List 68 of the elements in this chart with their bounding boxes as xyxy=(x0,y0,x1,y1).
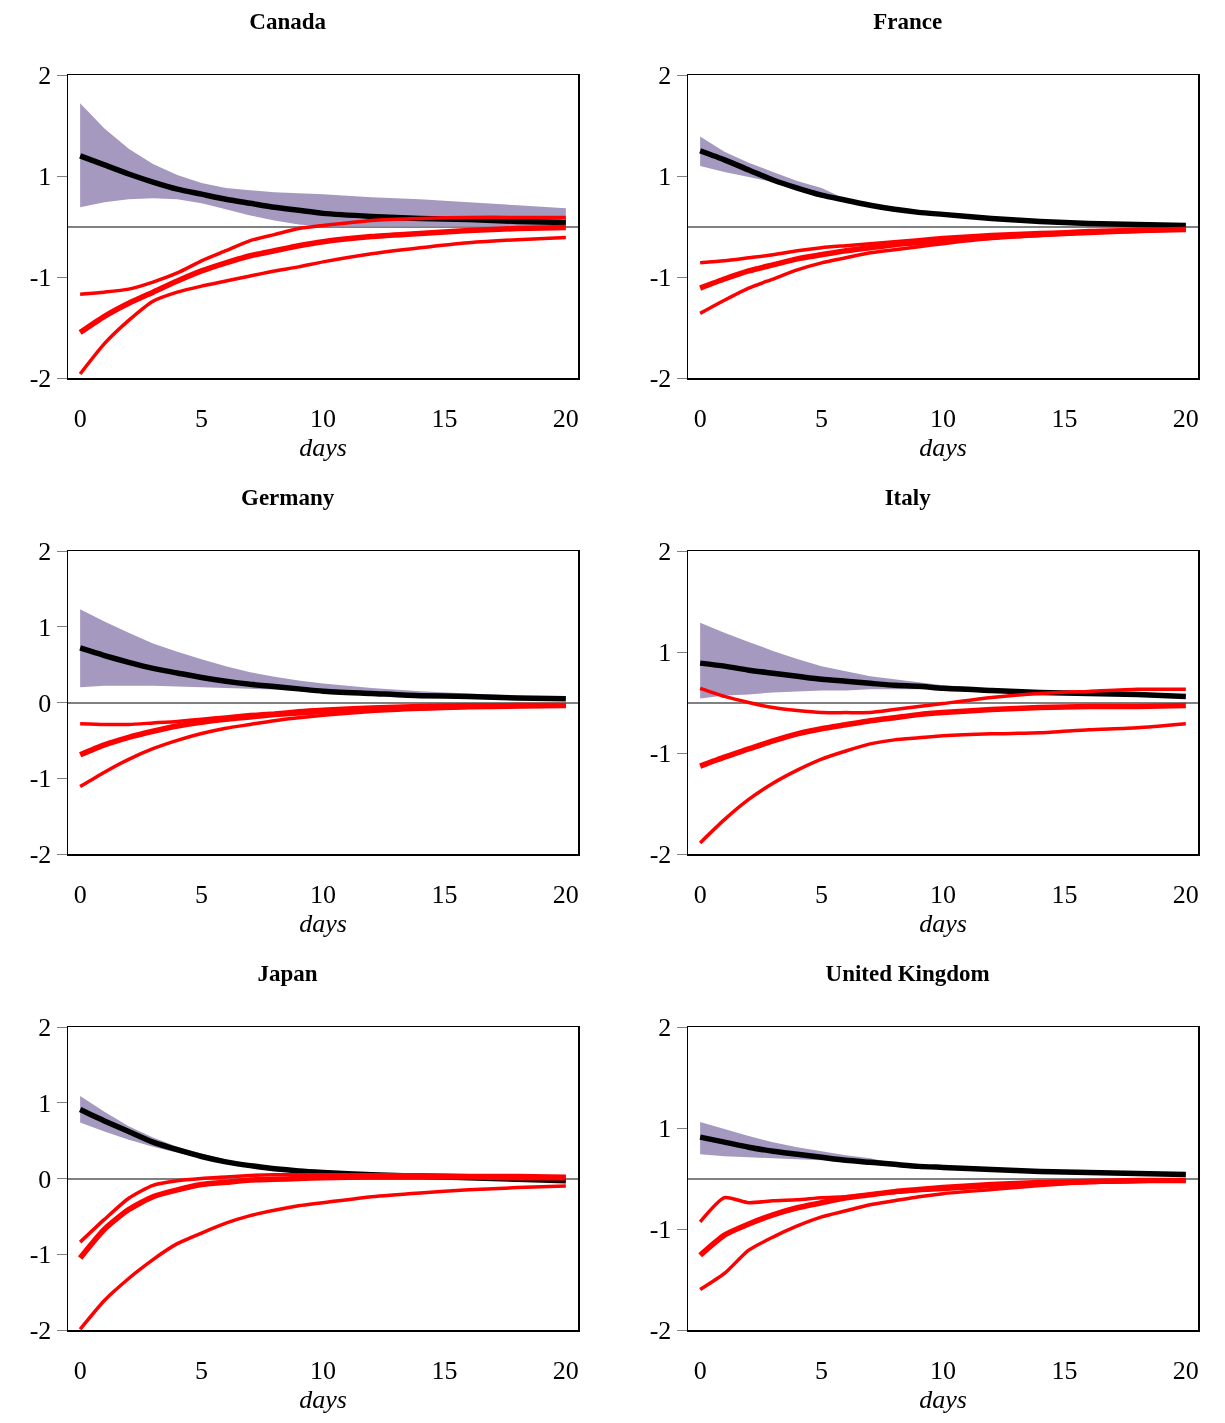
x-tick-label: 15 xyxy=(1051,879,1078,909)
y-tick-label: 1 xyxy=(38,162,52,192)
y-tick-label: 0 xyxy=(38,688,52,718)
x-tick-label: 20 xyxy=(1172,879,1199,909)
y-tick-label: -1 xyxy=(29,263,52,293)
y-tick-label: -2 xyxy=(649,840,672,870)
y-tick-label: 2 xyxy=(38,1013,52,1043)
x-tick-label: 0 xyxy=(73,1355,87,1385)
x-tick-label: 10 xyxy=(930,403,956,433)
x-tick-label: 10 xyxy=(310,1355,336,1385)
x-tick-label: 0 xyxy=(693,879,707,909)
x-tick-label: 0 xyxy=(693,1355,707,1385)
y-tick-label: -1 xyxy=(649,739,672,769)
x-tick-label: 15 xyxy=(1051,403,1078,433)
x-axis-title: days xyxy=(299,432,347,462)
y-tick-label: -1 xyxy=(29,1240,52,1270)
chart-title: United Kingdom xyxy=(825,961,990,987)
y-tick-label: -2 xyxy=(649,1316,672,1346)
x-tick-label: 5 xyxy=(195,1355,209,1385)
x-tick-label: 10 xyxy=(310,879,336,909)
x-tick-label: 20 xyxy=(552,1355,579,1385)
x-axis-title: days xyxy=(299,1384,347,1414)
x-axis-title: days xyxy=(919,1384,967,1414)
y-tick-label: 1 xyxy=(658,638,672,668)
chart-title: France xyxy=(873,9,943,35)
x-tick-label: 10 xyxy=(310,403,336,433)
x-tick-label: 5 xyxy=(815,403,829,433)
x-tick-label: 5 xyxy=(195,403,209,433)
x-tick-label: 15 xyxy=(431,879,458,909)
y-tick-label: 2 xyxy=(658,1013,672,1043)
x-tick-label: 5 xyxy=(195,879,209,909)
y-tick-label: 2 xyxy=(658,537,672,567)
y-tick-label: 1 xyxy=(658,162,672,192)
x-tick-label: 15 xyxy=(1051,1355,1078,1385)
x-tick-label: 5 xyxy=(815,1355,829,1385)
y-tick-label: -2 xyxy=(29,1316,52,1346)
x-tick-label: 15 xyxy=(431,1355,458,1385)
y-tick-label: -1 xyxy=(649,1215,672,1245)
x-axis-title: days xyxy=(299,908,347,938)
chart-title: Germany xyxy=(241,485,335,511)
y-tick-label: 1 xyxy=(38,1088,52,1118)
x-tick-label: 0 xyxy=(73,403,87,433)
y-tick-label: -2 xyxy=(29,840,52,870)
chart-title: Canada xyxy=(249,9,327,35)
x-tick-label: 0 xyxy=(693,403,707,433)
x-axis-title: days xyxy=(919,908,967,938)
y-tick-label: -2 xyxy=(649,364,672,394)
x-axis-title: days xyxy=(919,432,967,462)
y-tick-label: 2 xyxy=(38,61,52,91)
y-tick-label: 0 xyxy=(38,1164,52,1194)
chart-title: Italy xyxy=(884,485,932,511)
x-tick-label: 20 xyxy=(1172,1355,1199,1385)
y-tick-label: 2 xyxy=(658,61,672,91)
x-tick-label: 20 xyxy=(552,403,579,433)
x-tick-label: 5 xyxy=(815,879,829,909)
x-tick-label: 20 xyxy=(1172,403,1199,433)
y-tick-label: -1 xyxy=(649,263,672,293)
y-tick-label: -1 xyxy=(29,764,52,794)
x-tick-label: 20 xyxy=(552,879,579,909)
x-tick-label: 10 xyxy=(930,879,956,909)
y-tick-label: 2 xyxy=(38,537,52,567)
y-tick-label: 1 xyxy=(38,612,52,642)
chart-title: Japan xyxy=(257,961,318,987)
x-tick-label: 10 xyxy=(930,1355,956,1385)
x-tick-label: 0 xyxy=(73,879,87,909)
y-tick-label: -2 xyxy=(29,364,52,394)
y-tick-label: 1 xyxy=(658,1114,672,1144)
x-tick-label: 15 xyxy=(431,403,458,433)
